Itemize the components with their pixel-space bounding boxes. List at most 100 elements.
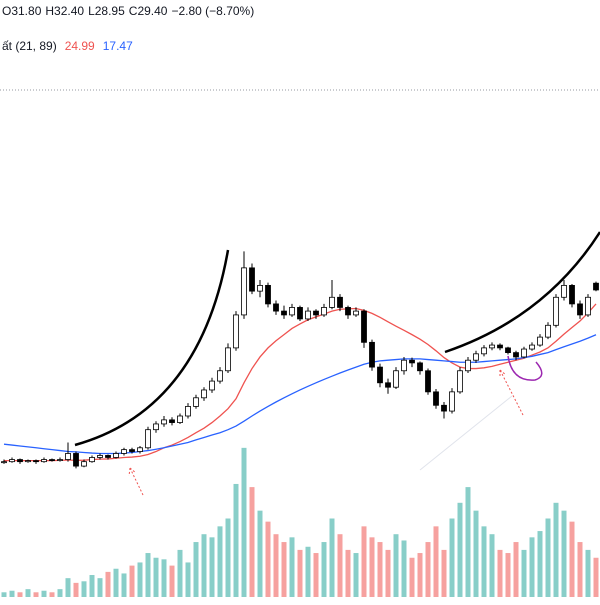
volume-bar [385, 549, 391, 597]
candle-body [73, 453, 79, 467]
candle-body [57, 459, 63, 462]
volume-bar [425, 542, 431, 597]
volume-bar [521, 549, 527, 597]
candle-body [513, 352, 519, 358]
candle-body [529, 344, 535, 350]
volume-bar [577, 542, 583, 597]
candle-body [41, 459, 47, 463]
volume-bar [57, 589, 63, 597]
candle-body [209, 380, 215, 391]
volume-bar [281, 542, 287, 597]
volume-bar [41, 590, 47, 597]
volume-bar [537, 531, 543, 597]
volume-bar [145, 553, 151, 597]
candle-body [425, 370, 431, 393]
candle-body [97, 455, 103, 458]
candle-body [313, 310, 319, 316]
indicator-value: 17.47 [103, 39, 133, 53]
candle-body [233, 314, 239, 349]
candle-body [65, 453, 71, 460]
volume-bar [65, 578, 71, 597]
volume-bar [105, 571, 111, 597]
volume-bar [81, 581, 87, 597]
candle-body [417, 362, 423, 372]
volume-bar [489, 534, 495, 597]
volume-bar [369, 537, 375, 597]
indicator-value: 24.99 [65, 39, 95, 53]
volume-bar [153, 557, 159, 597]
candle-body [433, 391, 439, 406]
candle-body [129, 449, 135, 452]
candle-body [9, 459, 15, 463]
volume-bar [137, 562, 143, 597]
candle-body [153, 423, 159, 431]
arc-annotation [444, 231, 600, 354]
indicator-name: ất (21, 89) [2, 39, 57, 53]
candle-body [81, 461, 87, 467]
candle-body [441, 404, 447, 412]
candle-body [561, 284, 567, 298]
ohlc-value: L28.95 [88, 4, 125, 18]
candle-body [505, 347, 511, 354]
volume-bar [201, 534, 207, 597]
candle-body [337, 296, 343, 308]
volume-bar [113, 568, 119, 597]
candle-body [281, 310, 287, 316]
volume-pane [1, 447, 599, 597]
candle-body [1, 461, 7, 464]
candle-body [369, 341, 375, 368]
volume-bar [545, 518, 551, 597]
volume-bar [289, 537, 295, 597]
volume-bar [345, 549, 351, 597]
candle-body [177, 415, 183, 423]
volume-bar [441, 549, 447, 597]
candle-body [161, 419, 167, 425]
volume-bar [233, 483, 239, 597]
ohlc-legend: O31.80 H32.40 L28.95 C29.40 −2.80 (−8.70%) [2, 4, 254, 18]
candle-body [17, 459, 23, 463]
candle-body [273, 303, 279, 312]
candle-body [521, 348, 527, 358]
candle-body [401, 359, 407, 372]
volume-bar [505, 553, 511, 597]
arrow-annotation [499, 369, 524, 416]
candle-body [249, 267, 255, 292]
trend-line [419, 395, 513, 471]
volume-bar [25, 589, 31, 597]
candle-body [329, 296, 335, 308]
volume-bar [513, 542, 519, 597]
candle-body [497, 344, 503, 349]
volume-bar [17, 592, 23, 597]
volume-bar [97, 578, 103, 597]
volume-bar [313, 553, 319, 597]
volume-bar [449, 518, 455, 597]
volume-bar [561, 510, 567, 597]
ohlc-value: O31.80 [2, 4, 42, 18]
volume-bar [241, 447, 247, 597]
candle-body [449, 391, 455, 412]
candle-body [265, 284, 271, 305]
candle-body [593, 282, 599, 291]
volume-bar [305, 546, 311, 597]
legend: O31.80 H32.40 L28.95 C29.40 −2.80 (−8.70%) ấ… [2, 4, 254, 53]
candle-body [201, 389, 207, 399]
volume-bar [129, 565, 135, 597]
volume-bar [209, 537, 215, 597]
candle-body [217, 370, 223, 382]
candle-body [569, 284, 575, 305]
candle-body [185, 406, 191, 417]
candle-body [289, 307, 295, 316]
candle-body [25, 460, 31, 463]
candle-body [545, 324, 551, 338]
ellipse-annotation [507, 355, 543, 381]
volume-bar [553, 502, 559, 597]
volume-bar [121, 573, 127, 597]
candle-body [489, 344, 495, 349]
volume-bar [169, 565, 175, 597]
candle-body [137, 447, 143, 452]
candle-body [409, 359, 415, 364]
volume-bar [529, 537, 535, 597]
candle-body [121, 449, 127, 454]
volume-bar [265, 521, 271, 597]
